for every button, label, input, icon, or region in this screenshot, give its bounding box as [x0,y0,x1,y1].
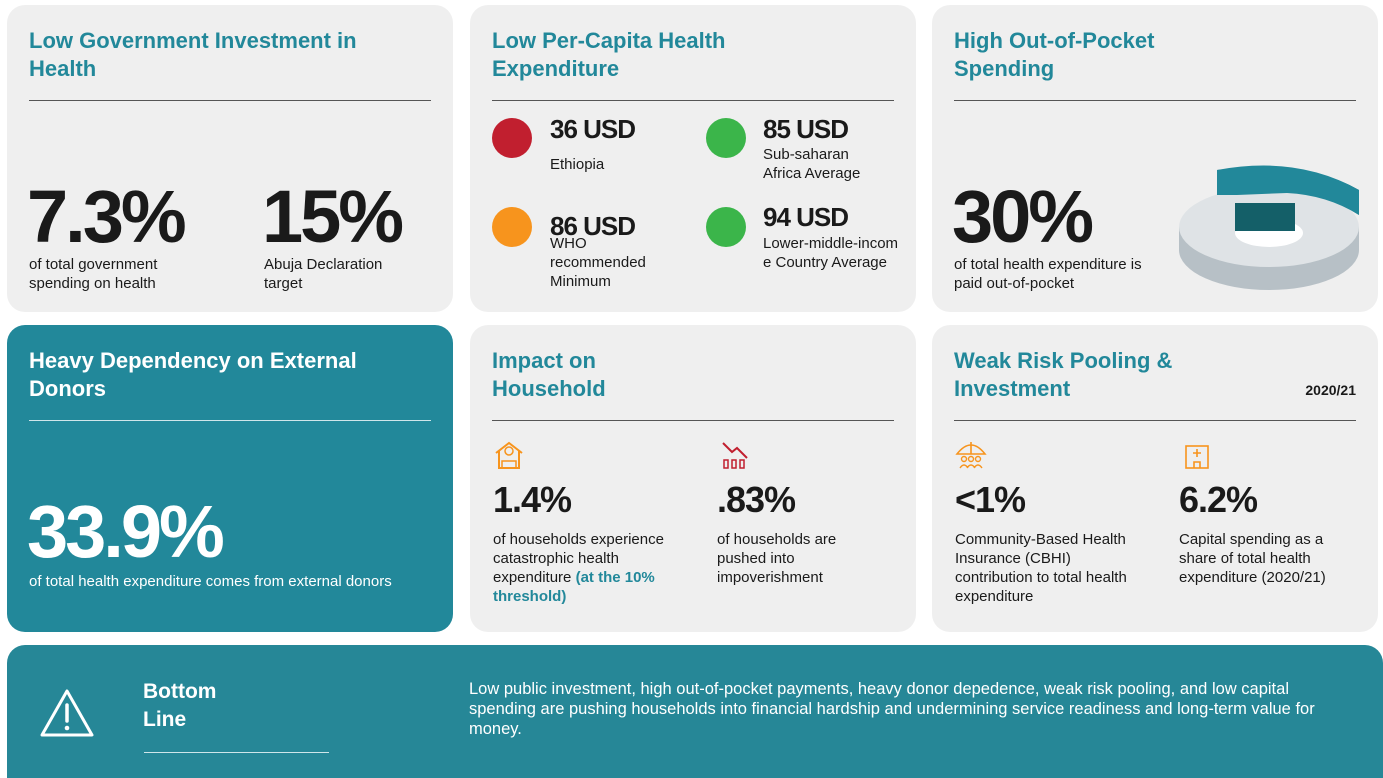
item-label: WHO recommended Minimum [550,234,670,291]
bottom-line-text: Low public investment, high out-of-pocke… [469,679,1349,739]
divider [492,420,894,421]
dot [706,207,746,247]
page-body: Low Government Investment in Health 7.3%… [0,0,1383,778]
stat-value: 15% [262,180,401,254]
page: Health financing infographic {"cards":[ … [0,0,1383,778]
stat-label: of households experience catastrophic he… [493,530,693,606]
decline-icon [720,440,750,470]
card-title: Impact on Household [492,347,652,403]
stat-value: 7.3% [27,180,184,254]
item-value: 85 USD [763,115,848,143]
stat-value: <1% [955,480,1025,520]
card-title: Heavy Dependency on External Donors [29,347,389,403]
dot [706,118,746,158]
card: Low Per-Capita Health Expenditure 36 USD… [470,5,916,312]
divider [29,100,431,101]
warning-icon [39,687,95,739]
card: High Out-of-Pocket Spending 30% of total… [932,5,1378,312]
house-icon [494,440,524,470]
hospital-icon [1182,440,1212,470]
card-title: High Out-of-Pocket Spending [954,27,1214,83]
card: Impact on Household 1.4% of households e… [470,325,916,632]
bottom-line-banner: Bottom Line Low public investment, high … [7,645,1383,778]
stat-value: .83% [717,480,795,520]
stat-value: 33.9% [27,495,222,569]
divider [144,752,329,753]
umbrella-icon [955,440,987,470]
divider [29,420,431,421]
item-value: 36 USD [550,115,635,143]
divider [492,100,894,101]
stat-label: of total government spending on health [29,255,204,293]
year-label: 2020/21 [1305,382,1356,398]
card: Low Government Investment in Health 7.3%… [7,5,453,312]
stat-label: of total health expenditure is paid out-… [954,255,1159,293]
stat-value: 1.4% [493,480,571,520]
stat-label: of total health expenditure comes from e… [29,572,399,591]
dot [492,118,532,158]
item-label: Lower-middle-income Country Average [763,234,903,272]
card-title: Weak Risk Pooling & Investment [954,347,1194,403]
divider [954,100,1356,101]
divider [954,420,1356,421]
stat-label: Abuja Declaration target [264,255,414,293]
item-label: Sub-saharan Africa Average [763,145,883,183]
bottom-line-title: Bottom Line [143,678,243,734]
dot [492,207,532,247]
card: Heavy Dependency on External Donors 33.9… [7,325,453,632]
stat-value: 30% [952,180,1091,254]
card-title: Low Per-Capita Health Expenditure [492,27,782,83]
stat-label: Capital spending as a share of total hea… [1179,530,1354,587]
item-label: Ethiopia [550,155,604,174]
stat-label: Community-Based Health Insurance (CBHI) … [955,530,1140,606]
donut-illustration [1177,155,1362,295]
item-value: 94 USD [763,203,848,231]
card-title: Low Government Investment in Health [29,27,369,83]
stat-label: of households are pushed into impoverish… [717,530,867,587]
card: Weak Risk Pooling & Investment 2020/21 <… [932,325,1378,632]
stat-value: 6.2% [1179,480,1257,520]
